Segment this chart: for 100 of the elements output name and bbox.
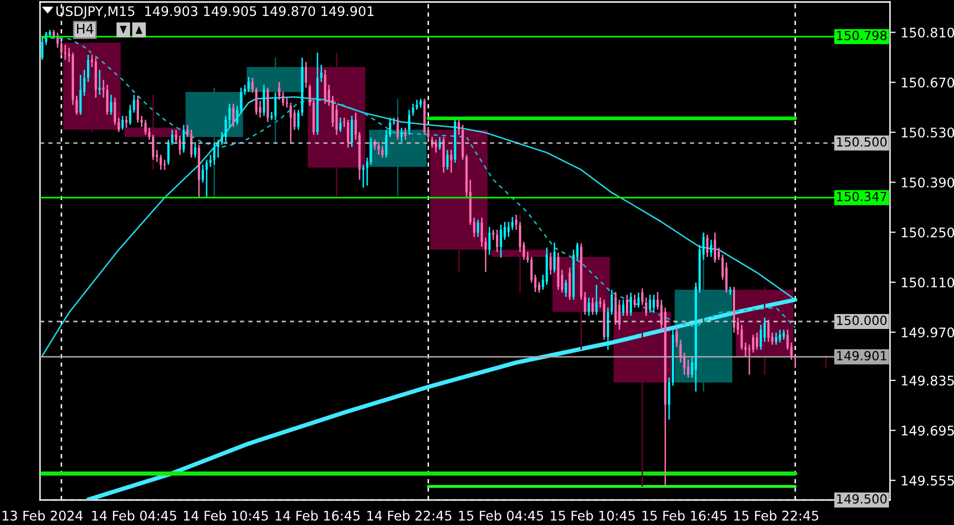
candlestick xyxy=(377,141,380,156)
candlestick xyxy=(160,154,162,170)
candlestick xyxy=(592,296,594,316)
candlestick xyxy=(496,229,498,253)
y-tick-label: 150.110 xyxy=(902,277,954,288)
candlestick xyxy=(339,116,342,133)
x-tick-label: 15 Feb 16:45 xyxy=(642,510,727,521)
ref-line-label: 149.500 xyxy=(837,494,887,504)
chart-title: USDJPY,M15 149.903 149.905 149.870 149.901 xyxy=(56,6,374,19)
candlestick xyxy=(599,296,602,308)
candlestick xyxy=(549,252,552,276)
candlestick xyxy=(248,76,250,93)
y-tick-label: 150.250 xyxy=(902,227,954,238)
candlestick xyxy=(102,79,105,98)
candlestick xyxy=(430,136,434,148)
x-tick-label: 14 Feb 22:45 xyxy=(367,510,452,521)
candlestick xyxy=(588,296,590,316)
candlestick xyxy=(171,129,174,146)
candlestick xyxy=(484,236,487,273)
candlestick xyxy=(205,159,208,198)
candlestick xyxy=(118,116,120,133)
candlestick xyxy=(362,164,364,188)
candlestick xyxy=(622,299,624,316)
candlestick xyxy=(740,324,743,350)
candlestick xyxy=(538,281,540,294)
candlestick xyxy=(163,159,166,170)
candlestick xyxy=(652,294,655,313)
candlestick xyxy=(492,229,494,240)
candlestick xyxy=(129,104,132,126)
candlestick xyxy=(515,214,518,230)
candlestick xyxy=(634,294,636,308)
candlestick xyxy=(98,69,101,96)
candlestick xyxy=(76,95,78,116)
candlestick xyxy=(224,115,227,144)
candlestick xyxy=(41,37,44,61)
candlestick xyxy=(202,164,204,184)
candlestick xyxy=(710,239,712,258)
line-series xyxy=(42,37,796,328)
y-tick-label: 150.670 xyxy=(902,78,954,88)
candlestick xyxy=(706,234,708,258)
candlestick xyxy=(385,129,388,158)
candlestick xyxy=(244,84,246,96)
candlestick xyxy=(473,216,476,238)
y-tick-label: 150.530 xyxy=(902,128,954,138)
candlestick xyxy=(194,141,196,158)
y-tick-label: 149.695 xyxy=(902,426,954,436)
candlestick xyxy=(350,115,354,148)
candlestick xyxy=(148,126,150,140)
candlestick xyxy=(354,112,357,140)
y-tick-label: 149.970 xyxy=(902,327,954,338)
candlestick xyxy=(676,326,678,348)
ref-line-label: 150.347 xyxy=(837,192,886,202)
y-tick-label: 149.835 xyxy=(902,376,954,386)
candlestick xyxy=(213,142,216,166)
candlestick xyxy=(228,103,231,128)
y-tick-label: 150.390 xyxy=(902,178,954,188)
candlestick xyxy=(232,103,235,128)
ref-line-label: 149.901 xyxy=(837,351,886,360)
candlestick xyxy=(297,109,300,130)
candlestick xyxy=(190,129,192,158)
annotation: H4 xyxy=(76,24,94,34)
candlestick xyxy=(480,216,483,248)
candlestick xyxy=(255,86,258,116)
candlestick xyxy=(125,115,128,128)
candlestick xyxy=(526,251,529,264)
ref-line-label: 150.500 xyxy=(837,137,887,147)
x-tick-label: 14 Feb 10:45 xyxy=(184,510,268,521)
candlestick xyxy=(760,324,762,350)
candlestick xyxy=(458,119,460,136)
x-tick-label: 14 Feb 04:45 xyxy=(92,510,176,521)
candlestick xyxy=(687,359,690,378)
candlestick xyxy=(782,329,785,340)
y-tick-label: 150.810 xyxy=(902,28,954,38)
x-tick-label: 14 Feb 16:45 xyxy=(276,510,360,521)
candlestick xyxy=(136,95,139,124)
candlestick xyxy=(416,99,418,111)
candlestick xyxy=(752,334,754,354)
line-series xyxy=(86,298,798,500)
candlestick xyxy=(404,126,407,140)
candlestick xyxy=(630,292,632,316)
candlestick xyxy=(645,296,648,316)
candlestick xyxy=(388,116,392,138)
candlestick xyxy=(610,289,613,316)
x-tick-label: 15 Feb 22:45 xyxy=(734,510,818,521)
ref-line-label: 150.000 xyxy=(837,316,887,326)
candlestick xyxy=(182,124,185,154)
candlestick xyxy=(438,136,441,150)
candlestick xyxy=(290,102,292,144)
candlestick xyxy=(450,149,452,174)
candlestick xyxy=(140,115,143,128)
x-tick-label: 13 Feb 2024 xyxy=(2,510,83,521)
candlestick xyxy=(366,156,368,186)
candlestick xyxy=(763,316,766,343)
candlestick xyxy=(320,64,322,83)
candlestick xyxy=(106,84,108,116)
candlestick xyxy=(87,54,90,83)
candlestick xyxy=(308,84,311,107)
candlestick xyxy=(236,105,238,126)
x-tick-label: 15 Feb 10:45 xyxy=(550,510,635,521)
candlestick xyxy=(64,44,66,61)
